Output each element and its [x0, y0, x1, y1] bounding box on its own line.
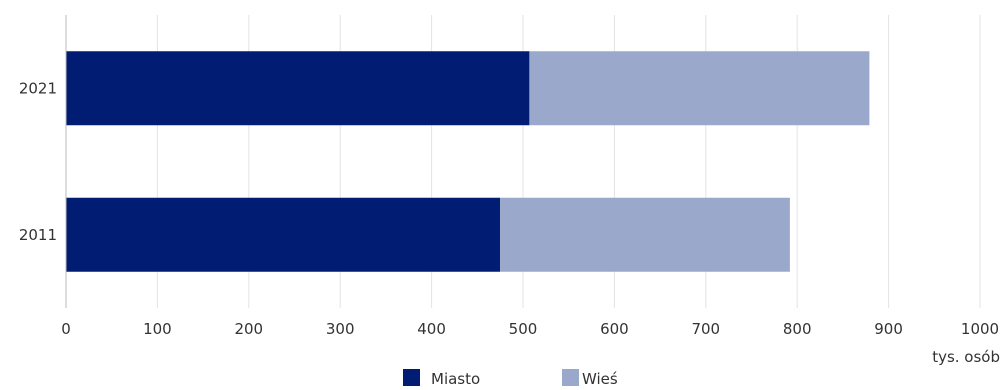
x-tick-label: 300 [326, 320, 355, 338]
x-tick-label: 500 [509, 320, 538, 338]
x-tick-label: 800 [783, 320, 812, 338]
category-label: 2011 [19, 226, 57, 244]
x-tick-label: 900 [874, 320, 903, 338]
bars [66, 51, 870, 272]
bar-miasto-2021 [66, 51, 530, 126]
legend-label: Wieś [582, 370, 618, 388]
legend-swatch-wieś [562, 369, 579, 386]
x-tick-label: 1000 [961, 320, 999, 338]
x-tick-label: 200 [234, 320, 263, 338]
legend: Miasto Wieś [403, 369, 618, 388]
category-label: 2021 [19, 79, 57, 97]
x-tick-label: 100 [143, 320, 172, 338]
x-tick-label: 400 [417, 320, 446, 338]
legend-swatch-miasto [403, 369, 420, 386]
x-unit-label: tys. osób [932, 348, 1000, 366]
x-tick-labels: 0 100 200 300 400 500 600 700 800 900 1000 [61, 320, 999, 338]
x-tick-label: 600 [600, 320, 629, 338]
bar-wieś-2021 [529, 51, 870, 126]
category-labels: 2021 2011 [19, 79, 57, 244]
bar-miasto-2011 [66, 197, 501, 272]
bar-wieś-2011 [500, 197, 790, 272]
x-tick-label: 0 [61, 320, 71, 338]
legend-label: Miasto [431, 370, 480, 388]
x-tick-label: 700 [691, 320, 720, 338]
